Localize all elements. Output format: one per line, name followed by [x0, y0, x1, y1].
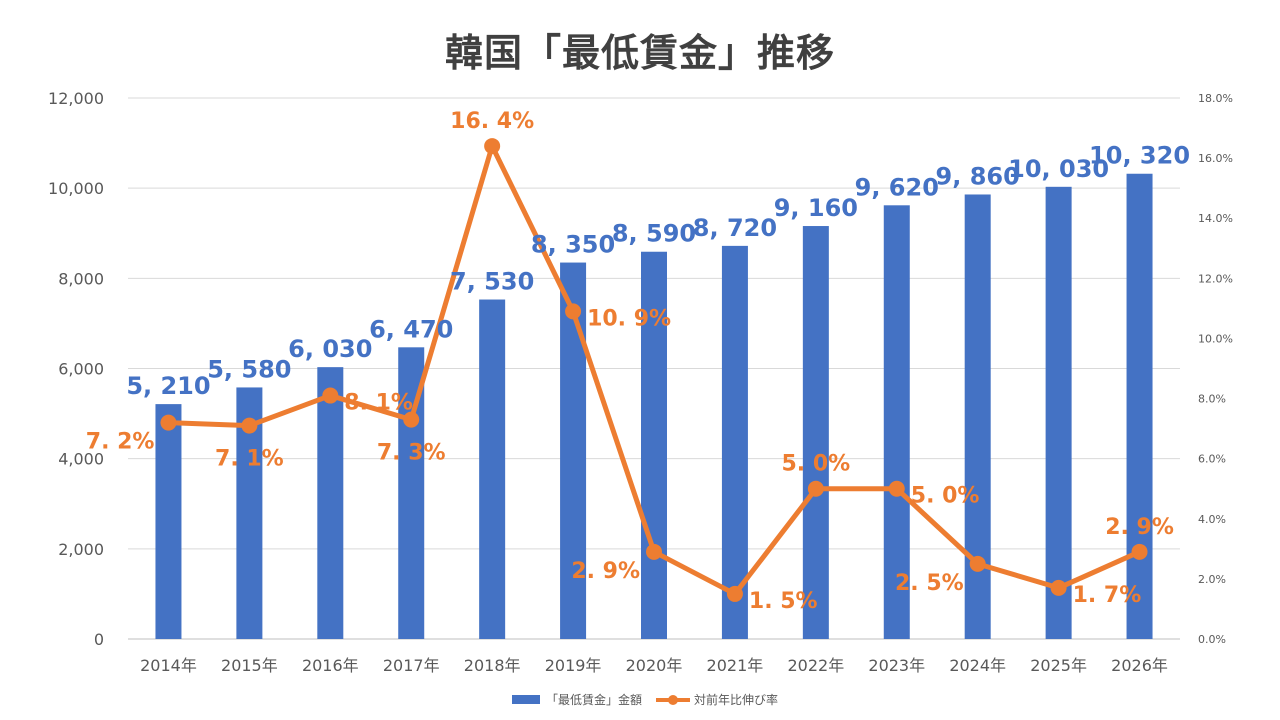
- bar-data-label: 8, 350: [531, 231, 615, 259]
- x-tick-label: 2025年: [1030, 656, 1087, 675]
- bar-data-label: 8, 720: [693, 214, 777, 242]
- y-left-tick-label: 10,000: [48, 179, 104, 198]
- line-point: [484, 138, 501, 155]
- bar-data-label: 6, 470: [369, 315, 453, 343]
- line-point: [969, 555, 986, 572]
- bar: [1045, 186, 1072, 640]
- bar: [155, 404, 182, 639]
- bar: [317, 367, 344, 639]
- line-data-label: 7. 1%: [215, 447, 284, 472]
- y-left-tick-label: 4,000: [58, 450, 104, 469]
- bar: [964, 194, 991, 639]
- line-data-label: 2. 5%: [895, 571, 964, 596]
- line-point: [1131, 543, 1148, 560]
- line-data-label: 7. 2%: [86, 430, 155, 455]
- bar-data-label: 9, 620: [855, 173, 939, 201]
- x-tick-label: 2026年: [1111, 656, 1168, 675]
- line-point: [807, 480, 824, 497]
- x-tick-label: 2018年: [464, 656, 521, 675]
- y-left-tick-label: 12,000: [48, 89, 104, 108]
- legend-bar-label: 「最低賃金」金額: [546, 692, 642, 707]
- line-point: [646, 543, 662, 560]
- bar: [883, 205, 910, 639]
- bar: [479, 299, 506, 639]
- x-tick-label: 2016年: [302, 656, 359, 675]
- x-tick-label: 2014年: [140, 656, 197, 675]
- line-data-label: 10. 9%: [587, 306, 671, 331]
- bar-data-label: 5, 580: [207, 355, 291, 383]
- x-tick-label: 2019年: [545, 656, 602, 675]
- x-tick-label: 2020年: [626, 656, 683, 675]
- y-right-tick-label: 0.0%: [1198, 633, 1226, 646]
- y-right-tick-label: 14.0%: [1198, 212, 1233, 225]
- line-point: [726, 585, 743, 602]
- y-right-tick-label: 16.0%: [1198, 152, 1233, 165]
- bar: [721, 245, 748, 639]
- bar-data-label: 10, 030: [1008, 155, 1109, 183]
- chart-title: 韓国「最低賃金」推移: [444, 31, 835, 75]
- bar: [802, 226, 829, 639]
- line-data-label: 1. 7%: [1073, 583, 1142, 608]
- bar-data-label: 6, 030: [288, 335, 372, 363]
- line-point: [888, 480, 905, 497]
- y-right-tick-label: 4.0%: [1198, 513, 1226, 526]
- line-point: [565, 303, 582, 320]
- line-data-label: 2. 9%: [571, 559, 640, 584]
- line-point: [403, 411, 420, 428]
- y-right-tick-label: 10.0%: [1198, 332, 1233, 345]
- y-right-tick-label: 6.0%: [1198, 453, 1226, 466]
- line-point: [160, 414, 177, 431]
- line-data-label: 16. 4%: [450, 109, 534, 134]
- line-point: [1050, 579, 1067, 596]
- y-right-tick-label: 18.0%: [1198, 92, 1233, 105]
- legend-line-label: 対前年比伸び率: [694, 692, 778, 707]
- line-data-label: 7. 3%: [377, 441, 446, 466]
- y-left-tick-label: 2,000: [58, 540, 104, 559]
- y-right-tick-label: 2.0%: [1198, 573, 1226, 586]
- line-point: [322, 387, 339, 404]
- x-tick-label: 2015年: [221, 656, 278, 675]
- bar-data-label: 9, 860: [936, 162, 1020, 190]
- y-right-tick-label: 12.0%: [1198, 272, 1233, 285]
- line-data-label: 1. 5%: [749, 589, 818, 614]
- line-point: [241, 417, 258, 434]
- y-left-tick-label: 6,000: [58, 360, 104, 379]
- bar-data-label: 10, 320: [1089, 142, 1190, 170]
- line-data-label: 5. 0%: [911, 484, 980, 509]
- x-tick-label: 2017年: [383, 656, 440, 675]
- legend-bar-swatch: [512, 695, 540, 704]
- x-tick-label: 2024年: [949, 656, 1006, 675]
- bar-data-label: 8, 590: [612, 220, 696, 248]
- x-tick-label: 2021年: [707, 656, 764, 675]
- line-data-label: 8. 1%: [344, 391, 413, 416]
- bar-data-label: 5, 210: [126, 372, 210, 400]
- line-data-label: 5. 0%: [782, 452, 851, 477]
- x-tick-label: 2022年: [787, 656, 844, 675]
- bar: [1126, 173, 1153, 640]
- x-tick-label: 2023年: [868, 656, 925, 675]
- y-left-tick-label: 8,000: [58, 269, 104, 288]
- bar: [641, 251, 667, 639]
- y-left-tick-label: 0: [94, 630, 104, 649]
- bar: [560, 262, 587, 639]
- y-right-tick-label: 8.0%: [1198, 393, 1226, 406]
- bar-data-label: 9, 160: [774, 194, 858, 222]
- bar-data-label: 7, 530: [450, 268, 534, 296]
- line-data-label: 2. 9%: [1105, 515, 1174, 540]
- legend-line-marker: [668, 695, 678, 705]
